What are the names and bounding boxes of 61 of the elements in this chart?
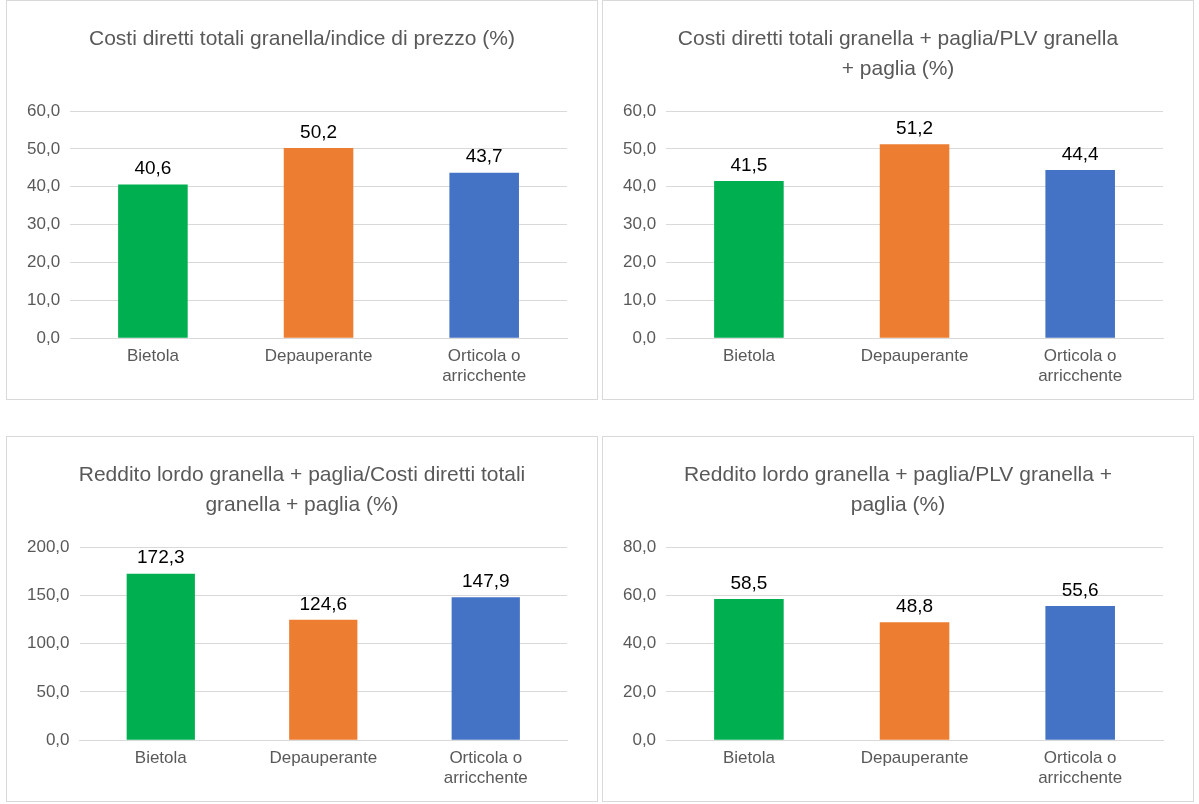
- x-tick-label: Depauperante: [860, 748, 969, 768]
- bar: [283, 148, 354, 338]
- data-label: 51,2: [896, 117, 934, 139]
- x-tick-label: Orticola o arricchente: [1038, 748, 1123, 788]
- x-tick-label: Orticola o arricchente: [442, 346, 527, 386]
- y-tick-label: 0,0: [36, 327, 61, 347]
- x-tick-label: Depauperante: [264, 346, 373, 366]
- y-tick-label: 30,0: [26, 214, 61, 234]
- chart-title: Reddito lordo granella + paglia/PLV granella + paglia (%): [682, 461, 1114, 517]
- y-tick-label: 150,0: [26, 584, 70, 604]
- y-tick-label: 40,0: [26, 176, 61, 196]
- data-label: 147,9: [461, 570, 510, 592]
- x-tick-label: Orticola o arricchente: [1038, 346, 1123, 386]
- y-tick-label: 50,0: [622, 138, 657, 158]
- x-tick-label: Bietola: [126, 346, 180, 366]
- y-tick-label: 0,0: [632, 729, 657, 749]
- data-label: 41,5: [730, 153, 768, 175]
- bar: [451, 597, 520, 740]
- bar: [714, 181, 784, 338]
- bar: [118, 184, 188, 338]
- data-label: 172,3: [137, 546, 185, 568]
- chart-title: Costi diretti totali granella + paglia/PLV granella + paglia (%): [676, 25, 1120, 81]
- x-tick-label: Depauperante: [860, 346, 969, 366]
- bar: [879, 144, 950, 338]
- y-tick-label: 200,0: [26, 536, 70, 556]
- bar: [1045, 170, 1115, 338]
- y-tick-label: 50,0: [36, 681, 70, 701]
- y-tick-label: 20,0: [622, 681, 657, 701]
- data-label: 48,8: [896, 595, 934, 617]
- y-tick-label: 100,0: [26, 633, 70, 653]
- y-tick-label: 0,0: [632, 327, 657, 347]
- data-label: 124,6: [299, 592, 348, 614]
- data-label: 43,7: [465, 145, 503, 167]
- y-tick-label: 40,0: [622, 633, 657, 653]
- data-label: 40,6: [134, 157, 172, 179]
- data-label: 58,5: [730, 571, 768, 593]
- data-label: 50,2: [300, 120, 338, 142]
- chart-title: Reddito lordo granella + paglia/Costi diretti totali granella + paglia (%): [77, 461, 527, 517]
- x-tick-label: Depauperante: [269, 748, 378, 768]
- x-tick-label: Orticola o arricchente: [443, 748, 528, 788]
- y-tick-label: 60,0: [622, 100, 657, 120]
- y-tick-label: 60,0: [26, 100, 61, 120]
- y-tick-label: 20,0: [26, 252, 61, 272]
- y-tick-label: 50,0: [26, 138, 61, 158]
- x-tick-label: Bietola: [134, 748, 188, 768]
- bar: [449, 172, 519, 338]
- y-tick-label: 30,0: [622, 214, 657, 234]
- y-tick-label: 80,0: [622, 536, 657, 556]
- y-tick-label: 60,0: [622, 584, 657, 604]
- bar: [126, 573, 195, 740]
- x-tick-label: Bietola: [722, 346, 776, 366]
- data-label: 55,6: [1061, 578, 1099, 600]
- x-tick-label: Bietola: [722, 748, 776, 768]
- y-tick-label: 40,0: [622, 176, 657, 196]
- y-tick-label: 10,0: [26, 290, 61, 310]
- chart-title: Costi diretti totali granella/indice di prezzo (%): [88, 25, 516, 51]
- bar: [289, 619, 358, 740]
- data-label: 44,4: [1061, 142, 1100, 164]
- y-tick-label: 10,0: [622, 290, 657, 310]
- y-tick-label: 0,0: [45, 729, 70, 749]
- y-tick-label: 20,0: [622, 252, 657, 272]
